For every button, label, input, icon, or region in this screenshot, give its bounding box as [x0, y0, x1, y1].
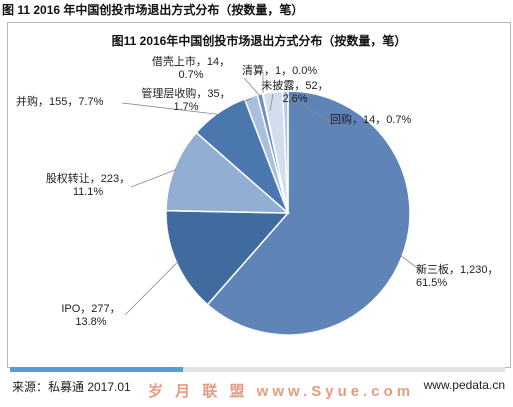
footer-watermark: 岁 月 联 盟 www.Syue.com [148, 383, 415, 400]
slice-label-pct: 13.8% [75, 316, 107, 328]
slice-label-name-value: 新三板，1,230， [416, 264, 499, 276]
chart-frame: 图11 2016年中国创投市场退出方式分布（按数量，笔） 新三板，1,230， 6… [7, 22, 511, 368]
leader-line [130, 169, 177, 188]
slice-label-pct: 0.7% [178, 69, 204, 81]
slice-label-name-value: 未披露，52， [261, 80, 329, 92]
leader-line [121, 102, 220, 115]
slice-label-name-value: 借壳上市，14， [151, 56, 231, 68]
slice-label-pct: 1.7% [173, 101, 199, 113]
leader-line [243, 77, 261, 97]
slice-label: 借壳上市，14， 0.7% [136, 56, 246, 82]
leader-line [124, 261, 179, 316]
slice-label: 并购，155，7.7% [16, 96, 104, 108]
pie-slice [281, 90, 289, 214]
slice-label: 管理层收购，35， 1.7% [126, 88, 246, 114]
slice-label: 清算，1，0.0% [242, 65, 318, 77]
slice-label-pct: 11.1% [72, 186, 104, 198]
slice-label-pct: 61.5% [416, 277, 448, 289]
pie-slice [206, 90, 411, 336]
figure-title: 图 11 2016 年中国创投市场退出方式分布（按数量，笔） [2, 3, 304, 17]
footer-site: www.pedata.cn [423, 378, 505, 392]
leader-line [285, 92, 332, 123]
leader-line [400, 254, 425, 274]
slice-label: IPO，277， 13.8% [51, 303, 131, 329]
slice-label-pct: 2.6% [282, 93, 308, 105]
slice-label: 未披露，52， 2.6% [260, 80, 330, 106]
leader-line [239, 98, 252, 104]
slice-label: 新三板，1,230， 61.5% [416, 264, 499, 290]
slice-label: 股权转让，223， 11.1% [38, 173, 138, 199]
pie-chart [121, 73, 425, 336]
slice-label: 回购，14，0.7% [330, 114, 412, 126]
pie-slice [165, 131, 291, 214]
leader-line [269, 93, 274, 112]
slice-label-name-value: 股权转让，223， [45, 173, 131, 185]
footer-source: 来源：私募通 2017.01 [12, 380, 131, 394]
pie-slice [165, 209, 290, 306]
scroll-progress-track [10, 367, 505, 372]
chart-title: 图11 2016年中国创投市场退出方式分布（按数量，笔） [111, 34, 407, 48]
scroll-progress-fill [10, 367, 184, 372]
slice-label-name-value: 管理层收购，35， [141, 88, 231, 100]
slice-label-name-value: IPO，277， [61, 303, 121, 315]
